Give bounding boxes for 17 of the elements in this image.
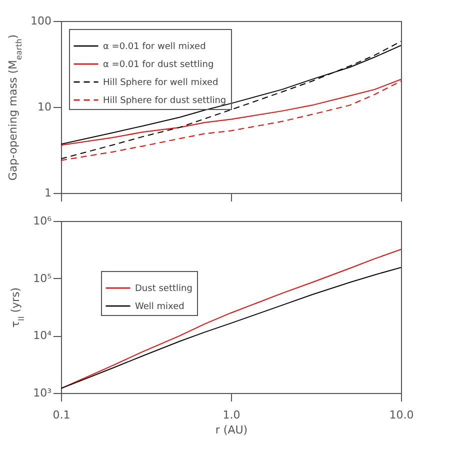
legend-label: α =0.01 for well mixed [103,42,206,52]
x-tick-label: 0.1 [52,408,70,422]
y-tick-label: 10⁴ [33,329,52,342]
x-tick-label: 10.0 [389,408,414,422]
x-tick-label: 1.0 [222,408,240,422]
legend-label: Hill Sphere for well mixed [103,78,218,88]
legend-label: Dust settling [135,284,192,294]
legend-label: Hill Sphere for dust settling [103,96,226,106]
y-tick-label: 10 [38,100,52,114]
y-tick-label: 1 [44,186,52,200]
y-tick-label: 10⁶ [33,214,52,228]
y-tick-label: 10⁵ [33,272,52,285]
x-axis-title: r (AU) [215,424,248,436]
legend-label: α =0.01 for dust settling [103,60,214,70]
y-tick-label: 10³ [33,386,52,400]
y-tick-label: 100 [30,14,52,28]
legend-label: Well mixed [135,302,184,312]
